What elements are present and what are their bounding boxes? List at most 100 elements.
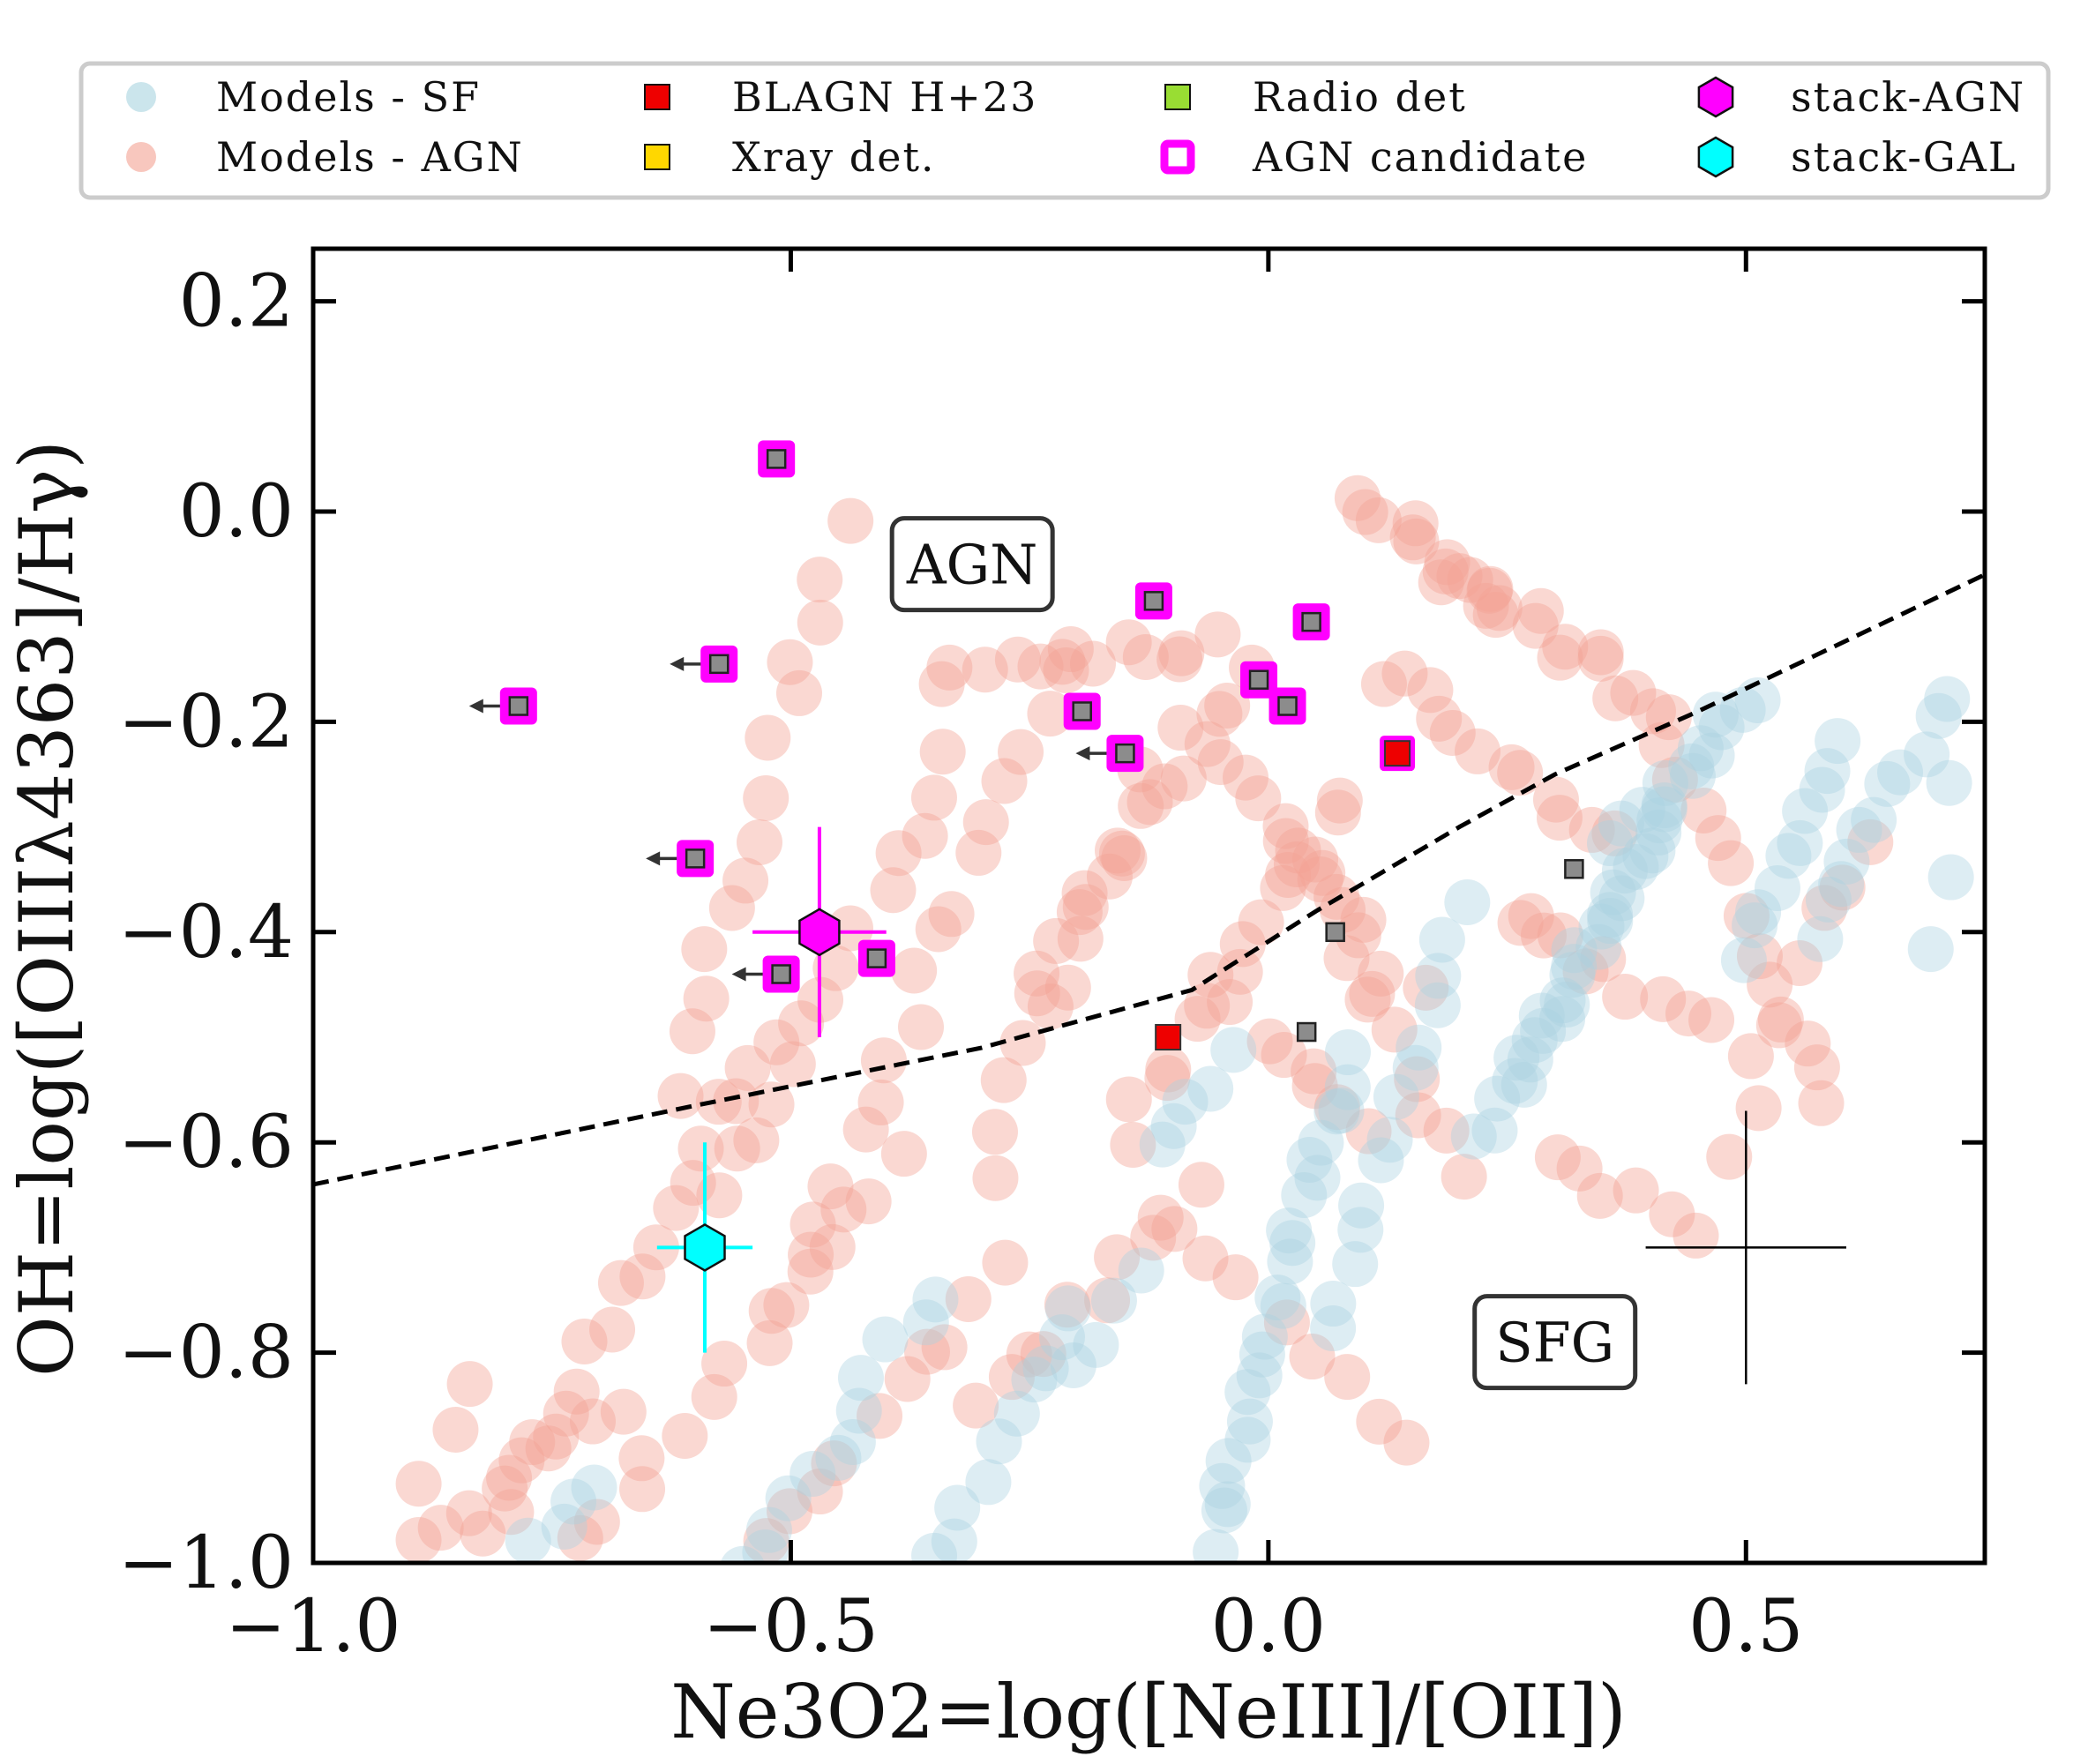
model-agn-point: [1723, 893, 1770, 939]
agn-candidate-marker: [708, 654, 730, 675]
model-agn-point: [1261, 1032, 1307, 1079]
agn-candidate-marker: [1301, 611, 1321, 632]
model-agn-point: [928, 891, 975, 938]
model-agn-point: [921, 1324, 968, 1371]
model-agn-point: [767, 1488, 813, 1535]
model-agn-point: [1577, 629, 1624, 676]
model-agn-point: [525, 1425, 572, 1472]
stack-gal-marker: [684, 1222, 726, 1272]
region-label-sfg: SFG: [1495, 1311, 1614, 1375]
legend: Models - SF Models - AGN BLAGN H+23 Xray de…: [79, 61, 2051, 200]
model-agn-point: [1196, 691, 1243, 737]
agn-candidate-marker: [1072, 701, 1092, 721]
model-agn-point: [417, 1505, 464, 1551]
model-agn-point: [1291, 1048, 1337, 1095]
model-agn-point: [1017, 643, 1064, 690]
agn-candidate-marker: [1143, 591, 1164, 611]
model-agn-point: [1577, 635, 1624, 682]
model-sf-point: [1038, 1314, 1085, 1361]
model-agn-point: [488, 1489, 535, 1536]
model-sf-point: [1698, 704, 1745, 751]
legend-label: Xray det.: [732, 133, 936, 181]
model-agn-point: [1777, 939, 1823, 986]
model-agn-point: [1638, 721, 1685, 768]
model-sf-point: [1924, 676, 1971, 722]
model-agn-point: [1532, 776, 1579, 823]
model-sf-point: [1629, 827, 1676, 874]
model-agn-point: [597, 1259, 644, 1306]
model-sf-point: [550, 1478, 597, 1525]
plot-frame: [311, 246, 1987, 1566]
model-agn-point: [589, 1306, 636, 1353]
model-agn-point: [1316, 777, 1363, 824]
model-sf-point: [745, 1506, 792, 1553]
model-sf-point: [1797, 916, 1844, 962]
model-agn-point: [1160, 755, 1207, 802]
model-agn-point: [1422, 548, 1469, 594]
model-sf-point: [1073, 1321, 1119, 1368]
model-sf-point: [1777, 819, 1823, 866]
agn-candidate-marker: [866, 948, 887, 968]
model-sf-point: [1575, 923, 1622, 970]
model-agn-point: [1640, 975, 1687, 1022]
model-agn-point: [1736, 933, 1783, 980]
agn-candidate-marker: [766, 449, 787, 469]
model-agn-point: [982, 1239, 1029, 1286]
model-agn-point: [1755, 1002, 1802, 1049]
model-agn-point: [884, 1356, 931, 1402]
model-agn-point: [919, 729, 966, 775]
model-agn-point: [1602, 974, 1649, 1020]
model-agn-point: [1757, 996, 1804, 1043]
model-agn-point: [1299, 849, 1346, 896]
model-agn-point: [1222, 754, 1268, 801]
model-agn-point: [1392, 500, 1439, 547]
model-sf-point: [1735, 889, 1782, 936]
model-agn-point: [1014, 970, 1060, 1017]
model-sf-point: [1544, 981, 1590, 1028]
model-agn-point: [809, 1223, 856, 1270]
legend-items: Models - SF Models - AGN BLAGN H+23 Xray de…: [126, 73, 2024, 181]
model-agn-point: [1472, 592, 1519, 639]
model-sf-point: [993, 1390, 1040, 1437]
upper-limit-arrow-head: [1075, 746, 1090, 761]
model-sf-point: [1818, 861, 1865, 908]
model-agn-point: [486, 1454, 533, 1501]
legend-label: Radio det: [1253, 73, 1467, 121]
model-agn-point: [1591, 810, 1638, 856]
model-agn-point: [618, 1435, 665, 1482]
model-agn-point: [1086, 853, 1133, 900]
model-sf-point: [1444, 879, 1491, 926]
model-agn-point: [1334, 475, 1381, 521]
model-sf-point: [1162, 1079, 1209, 1125]
model-agn-point: [1793, 1044, 1840, 1091]
model-agn-point: [1520, 912, 1567, 959]
model-sf-point: [1298, 1119, 1344, 1166]
model-agn-point: [561, 1318, 608, 1364]
model-agn-point: [1047, 626, 1094, 673]
model-agn-point: [1265, 851, 1312, 898]
model-agn-point: [708, 885, 755, 931]
legend-marker-square: [644, 144, 670, 170]
model-agn-point: [1455, 728, 1501, 774]
model-agn-point: [543, 1390, 589, 1437]
model-sf-point: [976, 1418, 1022, 1465]
model-sf-point: [1601, 848, 1648, 894]
y-axis-title: OH=log([OIIIλ4363]/Hγ): [4, 440, 90, 1377]
model-agn-point: [1345, 1108, 1392, 1155]
model-agn-point: [1273, 841, 1320, 887]
model-agn-point: [713, 1078, 760, 1125]
model-agn-point: [482, 1465, 528, 1512]
model-agn-point: [662, 1412, 708, 1459]
model-sf-point: [1358, 1137, 1404, 1184]
model-agn-point: [1178, 1162, 1224, 1208]
model-sf-point: [1199, 1462, 1246, 1509]
model-agn-point: [1158, 630, 1205, 676]
axis-ticks: −1.0 −0.5 0.0 0.5 −1.0 −0.8 −0.6 −0.4 −0.2 0.0 0.2: [118, 249, 1985, 1669]
region-labels: AGN SFG: [889, 516, 1638, 1391]
model-agn-point: [880, 1131, 927, 1177]
model-agn-point: [827, 497, 874, 544]
model-agn-point: [1629, 688, 1676, 735]
y-tick-label: −0.2: [118, 680, 294, 764]
model-agn-point: [1403, 964, 1449, 1011]
